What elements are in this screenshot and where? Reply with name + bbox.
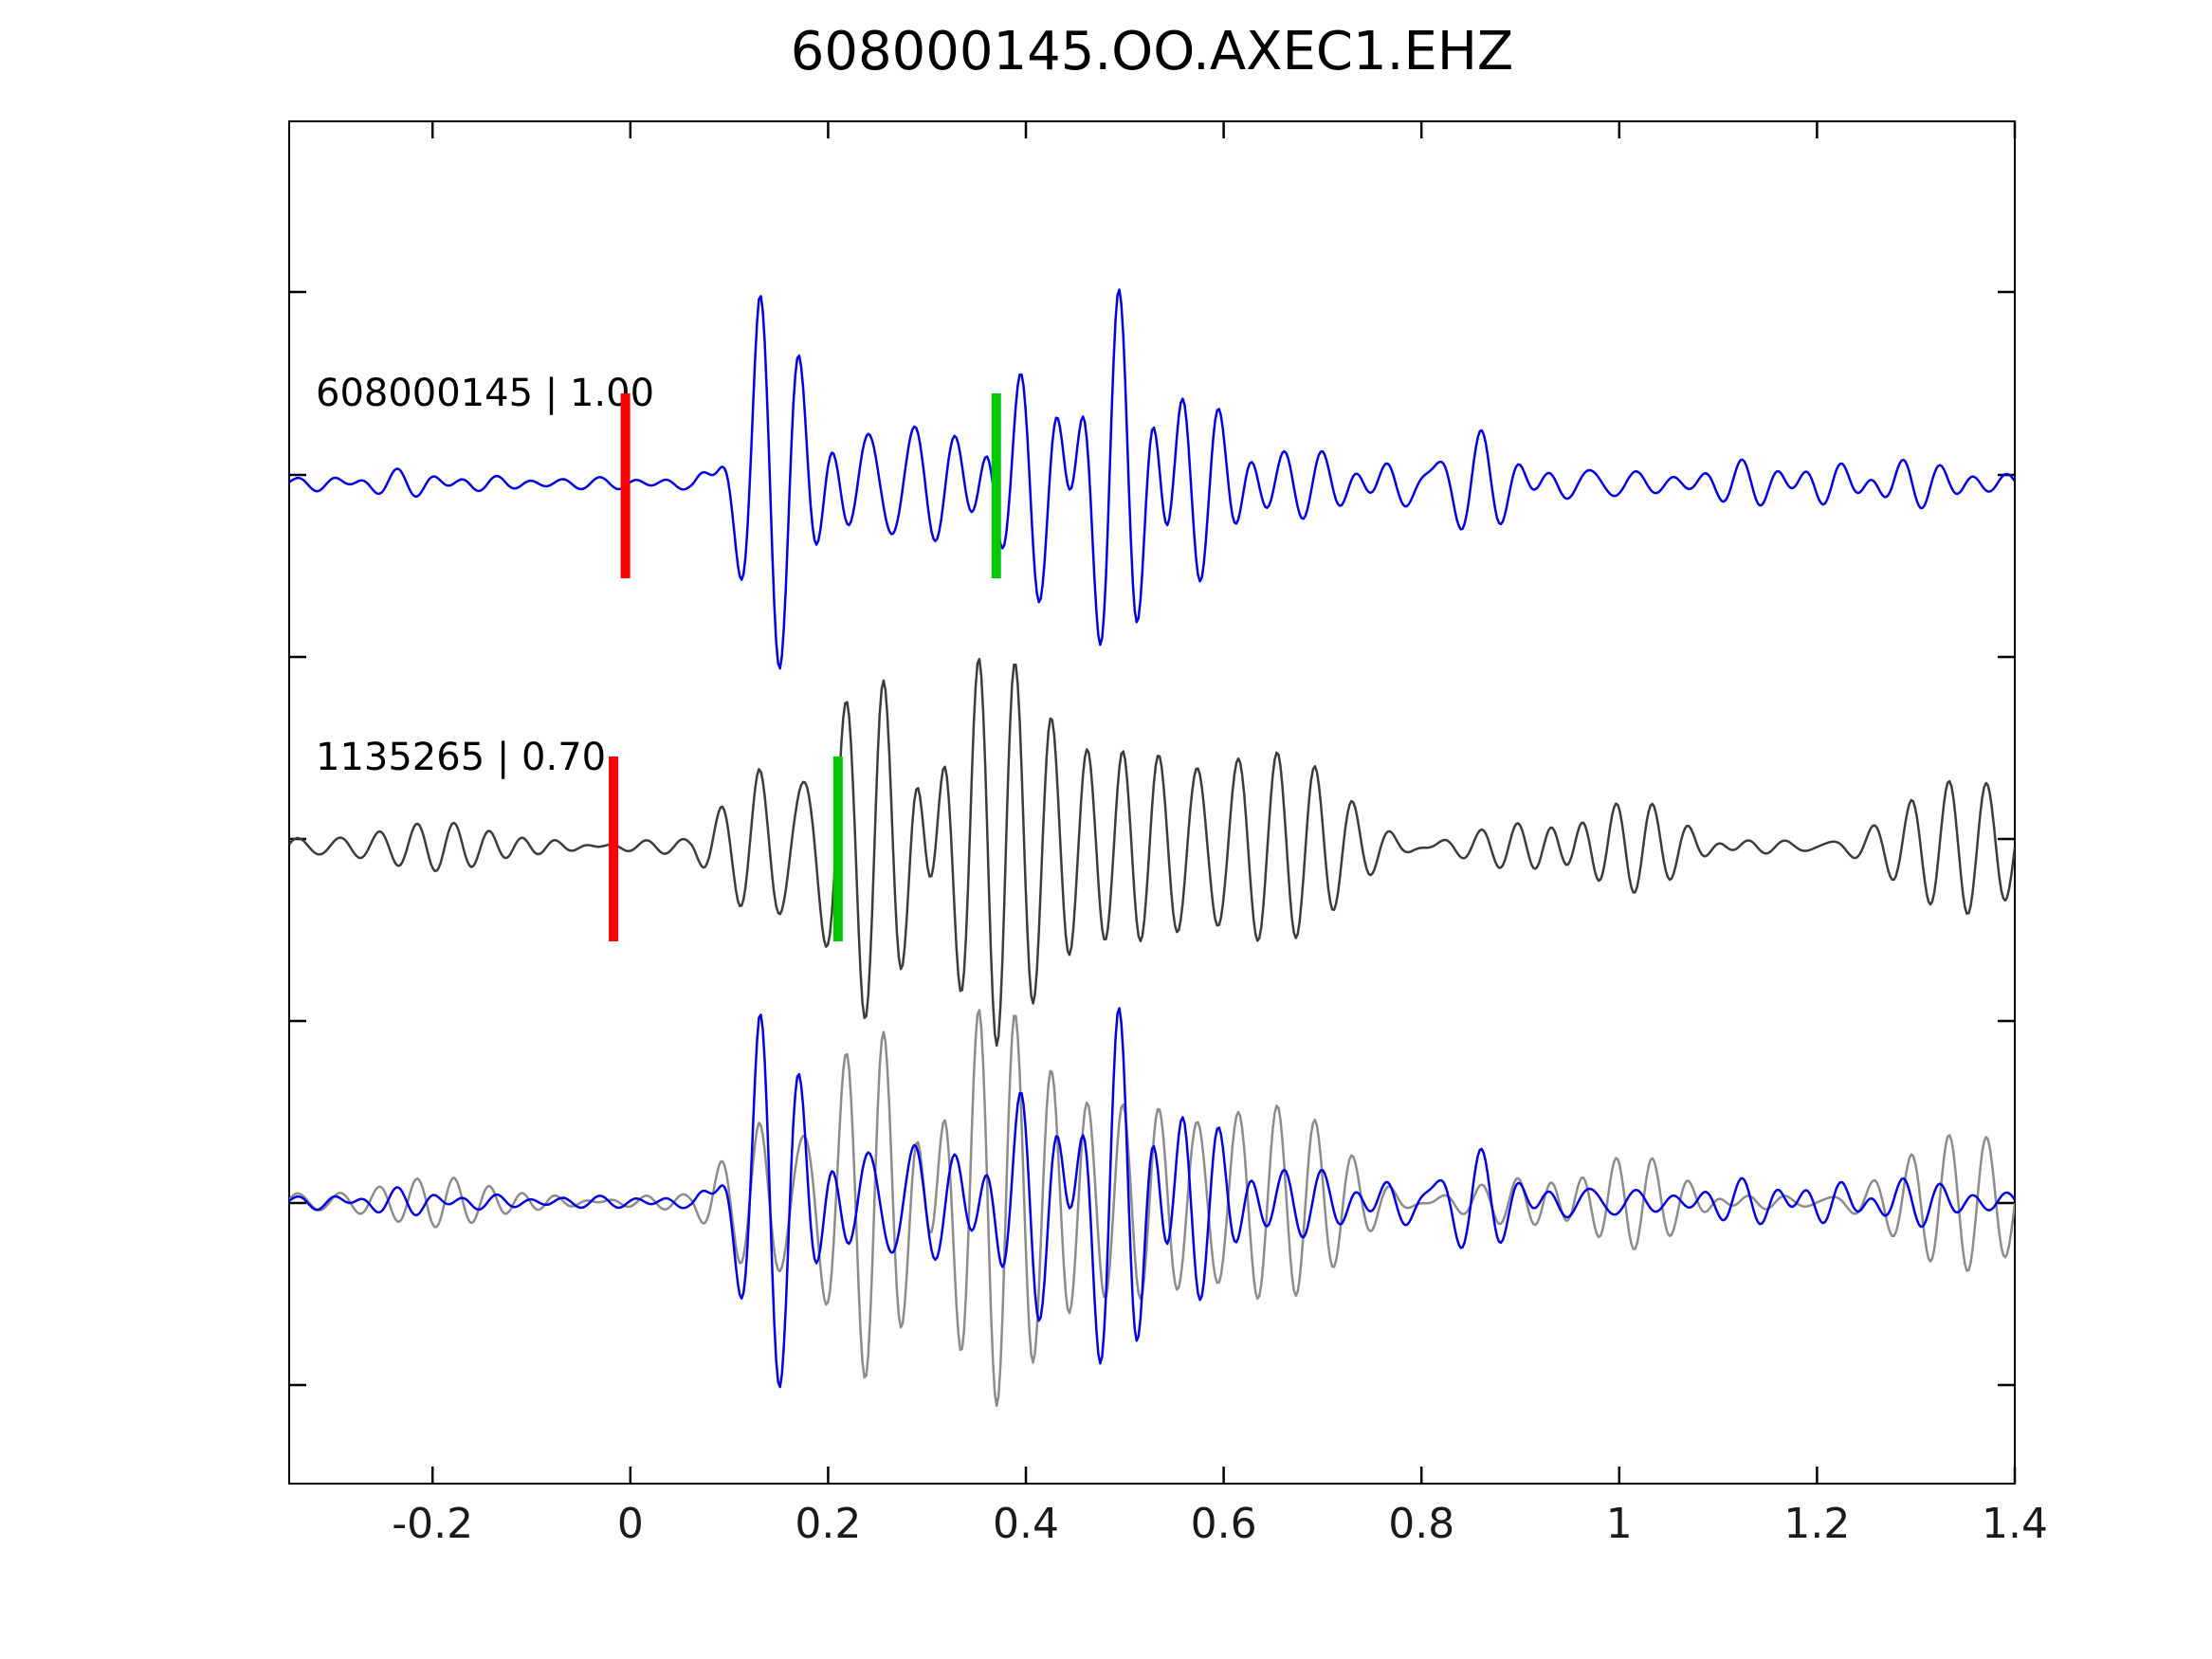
x-tick-label: 0.6 (1191, 1500, 1257, 1548)
waveform-overlay-detection (289, 1009, 2015, 1408)
x-tick-label: 0.2 (795, 1500, 861, 1548)
x-tick-label: 1.4 (1982, 1500, 2048, 1548)
axes-frame (288, 120, 2016, 1485)
x-tick-label: -0.2 (392, 1500, 473, 1548)
x-tick-label: 0.4 (993, 1500, 1059, 1548)
waveform-overlay-template (289, 1007, 2015, 1389)
waveform-detection (289, 658, 2015, 1048)
waveform-template (289, 288, 2015, 670)
x-tick-label: 0.8 (1388, 1500, 1454, 1548)
x-tick-label: 1 (1606, 1500, 1633, 1548)
template-trace-label: 608000145 | 1.00 (316, 372, 655, 415)
x-tick-label: 1.2 (1783, 1500, 1850, 1548)
chart-title: 608000145.OO.AXEC1.EHZ (790, 21, 1514, 82)
x-tick-label: 0 (617, 1500, 644, 1548)
detection-trace-label: 1135265 | 0.70 (316, 736, 607, 779)
